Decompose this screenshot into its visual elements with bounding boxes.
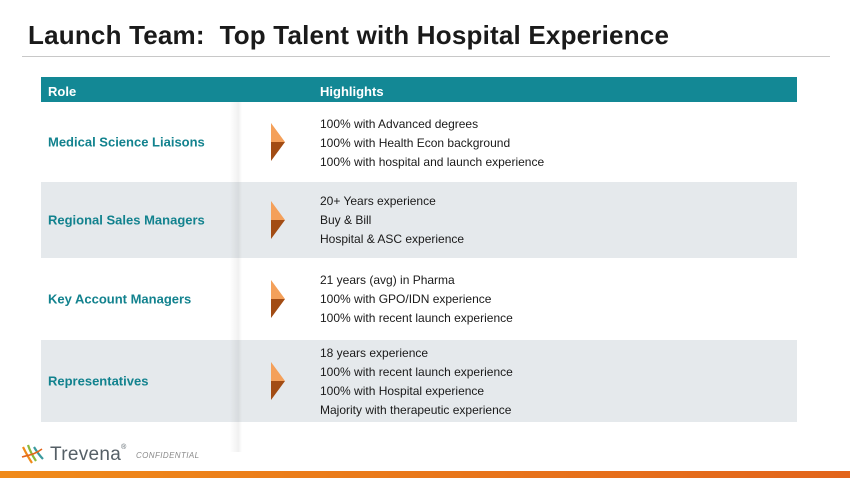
header-role: Role (48, 84, 77, 99)
highlights-list: 100% with Advanced degrees 100% with Hea… (320, 115, 544, 172)
table-row: Key Account Managers 21 years (avg) in P… (41, 258, 797, 340)
table-row: Regional Sales Managers 20+ Years experi… (41, 182, 797, 258)
confidential-label: CONFIDENTIAL (136, 451, 200, 460)
list-item: 100% with recent launch experience (320, 311, 513, 325)
trevena-logo-icon (21, 444, 44, 464)
role-label: Key Account Managers (48, 291, 192, 307)
role-label: Regional Sales Managers (48, 212, 205, 228)
role-label: Medical Science Liaisons (48, 134, 205, 150)
list-item: 20+ Years experience (320, 194, 436, 208)
logo-text: Trevena (50, 444, 122, 465)
list-item: 18 years experience (320, 346, 429, 360)
slide-title: Launch Team: Top Talent with Hospital Ex… (28, 20, 670, 50)
title-divider (22, 56, 830, 57)
chevron-arrow-icon (271, 201, 285, 239)
launch-team-table: Role Highlights Medical Science Liaisons… (41, 77, 797, 422)
list-item: 100% with Hospital experience (320, 384, 485, 398)
list-item: Majority with therapeutic experience (320, 403, 512, 417)
trademark: ® (121, 444, 127, 451)
chevron-arrow-icon (271, 280, 285, 318)
list-item: Hospital & ASC experience (320, 232, 465, 246)
list-item: Buy & Bill (320, 213, 372, 227)
table-row: Representatives 18 years experience 100%… (41, 340, 797, 422)
list-item: 21 years (avg) in Pharma (320, 273, 455, 287)
highlights-list: 20+ Years experience Buy & Bill Hospital… (320, 192, 464, 249)
bottom-accent-bar (0, 471, 850, 478)
list-item: 100% with GPO/IDN experience (320, 292, 492, 306)
list-item: 100% with Advanced degrees (320, 117, 479, 131)
table-header: Role Highlights (41, 77, 797, 102)
list-item: 100% with Health Econ background (320, 136, 511, 150)
chevron-arrow-icon (271, 123, 285, 161)
role-label: Representatives (48, 373, 149, 389)
chevron-arrow-icon (271, 362, 285, 400)
table-row: Medical Science Liaisons 100% with Advan… (41, 102, 797, 182)
header-highlights: Highlights (320, 84, 384, 99)
highlights-list: 21 years (avg) in Pharma 100% with GPO/I… (320, 271, 513, 328)
highlights-list: 18 years experience 100% with recent lau… (320, 344, 513, 420)
logo-wordmark: Trevena® (50, 444, 127, 466)
list-item: 100% with hospital and launch experience (320, 155, 545, 169)
company-logo: Trevena® (20, 443, 127, 467)
list-item: 100% with recent launch experience (320, 365, 513, 379)
